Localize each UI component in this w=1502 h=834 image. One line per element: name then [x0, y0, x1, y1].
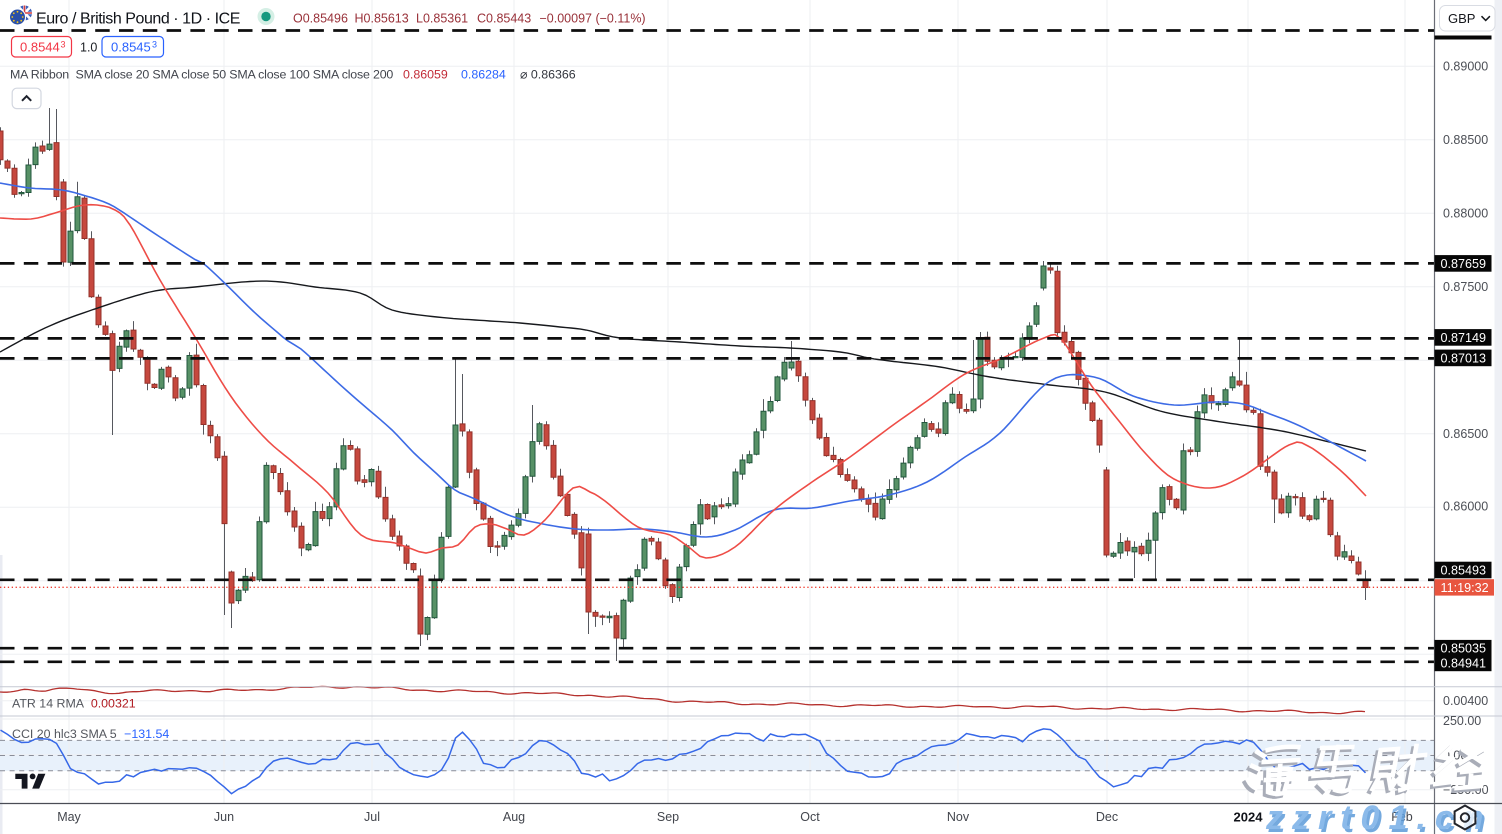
- svg-text:0.00400: 0.00400: [1443, 694, 1488, 708]
- svg-text:0.88000: 0.88000: [1443, 207, 1488, 221]
- svg-text:0.88500: 0.88500: [1443, 133, 1488, 147]
- svg-text:Jun: Jun: [214, 810, 234, 824]
- svg-text:0.86000: 0.86000: [1443, 500, 1488, 514]
- svg-text:CCI 20 hlc3 SMA 5 −131.54: CCI 20 hlc3 SMA 5 −131.54: [12, 727, 169, 741]
- svg-text:0.87013: 0.87013: [1441, 351, 1487, 365]
- svg-text:2024: 2024: [1234, 810, 1264, 825]
- svg-text:MA Ribbon SMA close 20 SMA cl: MA Ribbon SMA close 20 SMA close 50 SMA …: [10, 68, 576, 82]
- svg-text:0.89000: 0.89000: [1443, 60, 1488, 74]
- svg-text:Euro / British Pound · 1D · IC: Euro / British Pound · 1D · ICE: [36, 11, 240, 28]
- svg-text:0.86500: 0.86500: [1443, 427, 1488, 441]
- svg-text:Feb: Feb: [1391, 810, 1413, 824]
- svg-text:zzrt01.cn: zzrt01.cn: [1268, 802, 1496, 834]
- svg-text:GBP: GBP: [1448, 11, 1475, 26]
- svg-text:0.85035: 0.85035: [1441, 642, 1487, 656]
- svg-text:0.85493: 0.85493: [1441, 563, 1487, 577]
- svg-text:3: 3: [152, 40, 157, 50]
- svg-text:1.0: 1.0: [80, 41, 97, 55]
- svg-text:Nov: Nov: [947, 810, 970, 824]
- svg-text:3: 3: [61, 40, 66, 50]
- svg-text:0.87149: 0.87149: [1441, 331, 1487, 345]
- svg-text:Dec: Dec: [1096, 810, 1118, 824]
- svg-text:0.87659: 0.87659: [1441, 257, 1487, 271]
- svg-text:250.00: 250.00: [1443, 714, 1481, 728]
- svg-text:11:19:32: 11:19:32: [1441, 581, 1489, 595]
- svg-text:0.84941: 0.84941: [1441, 656, 1487, 670]
- svg-text:0.87500: 0.87500: [1443, 280, 1488, 294]
- svg-text:0.8544: 0.8544: [20, 40, 60, 55]
- svg-text:zzrt01.cn: zzrt01.cn: [1265, 799, 1493, 834]
- svg-text:0.8545: 0.8545: [111, 40, 151, 55]
- svg-text:ATR 14 RMA 0.00321: ATR 14 RMA 0.00321: [12, 697, 136, 711]
- svg-text:Aug: Aug: [503, 810, 525, 824]
- svg-text:Jul: Jul: [364, 810, 380, 824]
- svg-text:Sep: Sep: [657, 810, 679, 824]
- svg-text:Oct: Oct: [800, 810, 820, 824]
- svg-text:May: May: [57, 810, 81, 824]
